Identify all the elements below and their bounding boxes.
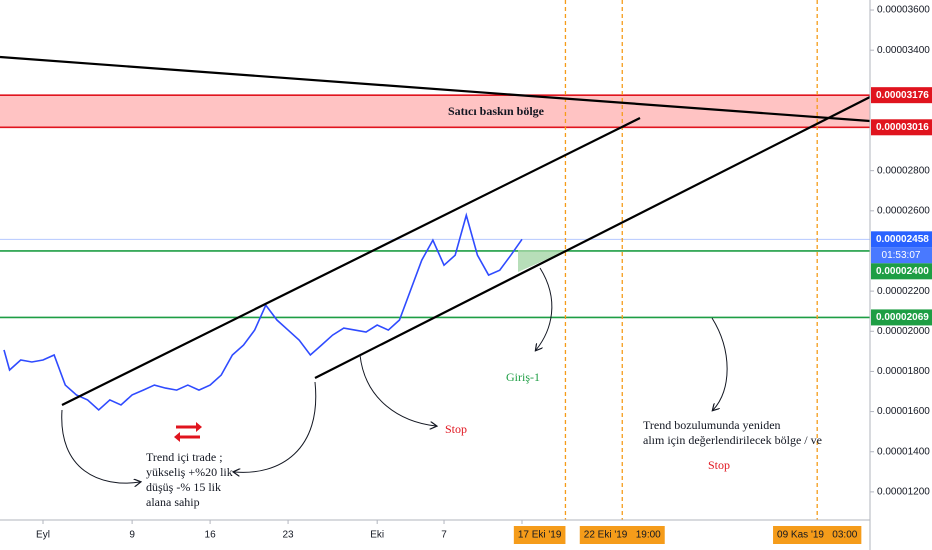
y-tick-label: 0.00001400 (877, 446, 930, 457)
channel-upper (61, 117, 641, 406)
break-note: Trend bozulumunda yeniden (643, 418, 781, 432)
channel-lower (314, 96, 871, 379)
trend-note: Trend içi trade ; (146, 450, 223, 464)
price-line (3, 212, 523, 412)
time-marker-text: 22 Eki '19 19:00 (584, 530, 661, 541)
level-label-bg (871, 87, 932, 104)
x-axis-panel (0, 520, 870, 550)
time-marker-label: 22 Eki '19 19:00 (579, 526, 665, 544)
arrow (234, 381, 317, 472)
zone-label: Satıcı baskın bölge (448, 104, 545, 118)
level-label-bg (871, 231, 932, 248)
arrow (712, 317, 728, 410)
y-tick-label: 0.00002200 (877, 286, 930, 297)
arrow (536, 267, 553, 350)
countdown-bg (871, 247, 932, 264)
y-tick-label: 0.00001800 (877, 366, 930, 377)
arrow (61, 409, 140, 483)
y-tick-label: 0.00002600 (877, 205, 930, 216)
level-label: 0.00002458 (876, 234, 929, 245)
y-tick-label: 0.00003400 (877, 45, 930, 56)
stop-label: Stop (708, 458, 730, 472)
arrow (359, 354, 436, 426)
y-tick-label: 0.00001200 (877, 487, 930, 498)
time-marker-label: 09 Kas '19 03:00 (773, 526, 862, 544)
arrows (61, 267, 728, 483)
x-tick-label: 23 (283, 530, 295, 541)
time-marker-bg (513, 526, 566, 544)
level-label: 0.00002069 (876, 312, 929, 323)
trend-note: düşüş -% 15 lik (146, 480, 221, 494)
stop-label: Stop (445, 422, 467, 436)
trend-note: yükseliş +%20 lik (146, 465, 233, 479)
x-tick-label: 7 (441, 530, 447, 541)
x-tick-label: Eki (370, 530, 384, 541)
swap-icon (174, 422, 202, 442)
level-label: 0.00003016 (876, 122, 929, 133)
time-marker-bg (773, 526, 862, 544)
time-marker-label: 17 Eki '19 (513, 526, 566, 544)
x-tick-label: 16 (205, 530, 217, 541)
y-tick-label: 0.00002000 (877, 326, 930, 337)
break-note: alım için değerlendirilecek bölge / ve (643, 433, 822, 447)
x-tick-label: 9 (129, 530, 135, 541)
entry-label: Giriş-1 (506, 370, 540, 384)
level-label-bg (871, 119, 932, 136)
price (3, 212, 523, 412)
axes: 0.00001200 0.00001400 0.00001600 0.00001800… (36, 5, 932, 544)
level-label: 0.00003176 (876, 90, 929, 101)
y-tick-label: 0.00002800 (877, 165, 930, 176)
level-label-bg (871, 309, 932, 326)
level-label-bg (871, 263, 932, 280)
y-tick-label: 0.00003600 (877, 5, 930, 16)
time-marker-bg (579, 526, 665, 544)
level-label: 0.00002400 (876, 266, 929, 277)
y-tick-label: 0.00001600 (877, 406, 930, 417)
time-marker-text: 17 Eki '19 (518, 530, 562, 541)
resistance-line (0, 55, 871, 123)
countdown: 01:53:07 (882, 250, 921, 261)
time-marker-text: 09 Kas '19 03:00 (777, 530, 858, 541)
trend-note: alana sahip (146, 495, 200, 509)
x-tick-label: Eyl (36, 530, 50, 541)
